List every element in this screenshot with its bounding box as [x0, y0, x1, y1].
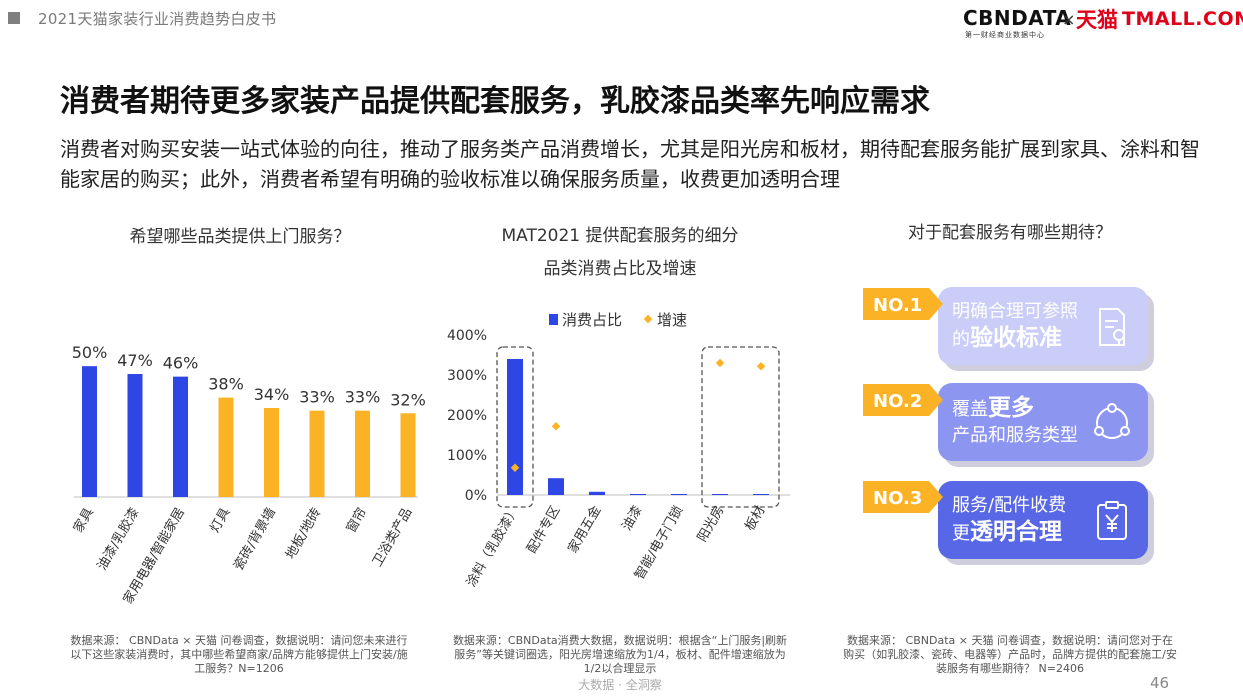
- chart1-bar: [264, 408, 279, 497]
- rank-tag-2-label: NO.2: [873, 391, 922, 412]
- chart2-bar: [507, 359, 523, 495]
- chart1-value-label: 38%: [208, 375, 244, 394]
- rank-tag-3: NO.3: [863, 481, 943, 513]
- footer-watermark: 大数据 · 全洞察: [578, 678, 662, 692]
- chart1-bar: [127, 374, 143, 497]
- chart1-bar: [309, 410, 325, 497]
- page-subtitle: 消费者对购买安装一站式体验的向往，推动了服务类产品消费增长，尤其是阳光房和板材，…: [60, 137, 1200, 191]
- chart1-value-label: 33%: [345, 388, 381, 407]
- chart2-category-label: 油漆: [619, 503, 646, 534]
- service-card-1: 明确合理可参照 的验收标准: [938, 287, 1148, 365]
- source-note-1: 数据来源： CBNData × 天猫 问卷调查，数据说明：请问您未来进行以下这些…: [70, 634, 408, 675]
- section-3-title: 对于配套服务有哪些期待？: [908, 223, 1112, 243]
- service-card-2: 覆盖更多 产品和服务类型: [938, 383, 1148, 461]
- clipboard-yen-icon: [1097, 501, 1127, 540]
- chart1-value-label: 46%: [163, 354, 199, 373]
- chart2-ytick-label: 400%: [447, 328, 487, 344]
- chart2-legend-bar-label: 消费占比: [562, 311, 622, 329]
- service-3-line1: 服务/配件收费: [952, 495, 1067, 516]
- service-2-bold: 更多: [988, 395, 1034, 421]
- chart2-legend-bar-swatch: [549, 314, 558, 325]
- tmall-logo-cn: 天猫: [1076, 8, 1118, 32]
- chart1-value-label: 50%: [72, 343, 108, 362]
- chart1-value-label: 32%: [390, 390, 426, 409]
- chart2-category-label: 家用五金: [565, 503, 605, 556]
- report-title: 2021天猫家装行业消费趋势白皮书: [38, 10, 277, 28]
- cbndata-logo: CBNDATA: [963, 6, 1072, 30]
- rank-tag-2: NO.2: [863, 384, 943, 416]
- service-1-prefix: 的: [952, 329, 970, 350]
- chart1-bar: [82, 366, 97, 497]
- chart1-value-label: 34%: [254, 385, 290, 404]
- chart1-bar: [173, 376, 188, 497]
- service-2-line2: 产品和服务类型: [952, 425, 1078, 446]
- chart2-bar: [671, 494, 687, 495]
- header-marker: [8, 12, 20, 24]
- section-2-title-line2: 品类消费占比及增速: [543, 259, 697, 279]
- cbndata-logo-subtitle: 第一财经商业数据中心: [965, 31, 1045, 39]
- section-2-title: MAT2021 提供配套服务的细分 品类消费占比及增速: [445, 220, 795, 286]
- chart2-bar: [712, 494, 728, 495]
- rank-tag-3-label: NO.3: [873, 488, 922, 509]
- service-1-line1: 明确合理可参照: [952, 301, 1078, 322]
- section-2-title-line1: MAT2021 提供配套服务的细分: [501, 226, 739, 246]
- chart2-category-label: 配件专区: [524, 504, 563, 557]
- rank-tag-1-label: NO.1: [873, 295, 922, 316]
- chart2-ytick-label: 0%: [465, 488, 487, 504]
- chart2-ytick-label: 100%: [447, 448, 487, 464]
- chart2-bar: [630, 494, 646, 495]
- chart1-category-label: 灯具: [207, 506, 233, 536]
- chart1-category-label: 窗帘: [343, 505, 370, 536]
- chart2-growth-point: [756, 361, 766, 371]
- page-number: 46: [1150, 674, 1170, 692]
- chart2-highlight-box: [496, 346, 534, 508]
- door-service-bar-chart: 50%家具47%油漆/乳胶漆46%家用电器/智能家居38%灯具34%瓷砖/背景墙…: [70, 343, 426, 607]
- chart2-category-label: 阳光房: [694, 503, 727, 545]
- chart1-category-label: 家具: [70, 505, 97, 536]
- chart1-category-label: 瓷砖/背景墙: [231, 506, 279, 574]
- chart1-bar: [355, 410, 370, 497]
- chart2-highlight-box: [701, 346, 780, 508]
- chart2-bar: [589, 491, 605, 495]
- chart1-bar: [218, 397, 234, 497]
- chart2-growth-point: [715, 358, 725, 368]
- chart2-category-label: 涂料（乳胶漆）: [463, 503, 522, 590]
- page-title: 消费者期待更多家装产品提供配套服务，乳胶漆品类率先响应需求: [60, 84, 930, 119]
- chart2-legend-point-label: 增速: [657, 311, 687, 329]
- chart1-value-label: 47%: [117, 351, 153, 370]
- chart1-category-label: 卫浴类产品: [370, 506, 415, 570]
- chart2-growth-point: [551, 421, 561, 431]
- source-note-2: 数据来源：CBNData消费大数据，数据说明：根据含“上门服务|刷新服务”等关键…: [452, 634, 788, 675]
- service-card-3: 服务/配件收费 更透明合理: [938, 481, 1148, 559]
- chart2-ytick-label: 300%: [447, 368, 487, 384]
- logo-separator: ×: [1062, 10, 1076, 29]
- rank-tag-1: NO.1: [863, 288, 943, 320]
- chart2-ytick-label: 200%: [447, 408, 487, 424]
- source-note-3: 数据来源： CBNData × 天猫 问卷调查，数据说明：请问您对于在购买（如乳…: [843, 634, 1177, 675]
- chart1-value-label: 33%: [299, 388, 335, 407]
- chart1-category-label: 地板/地砖: [283, 506, 324, 562]
- chart2-bar: [753, 494, 769, 495]
- chart2-category-label: 板材: [742, 504, 768, 534]
- service-1-bold: 验收标准: [970, 325, 1062, 351]
- service-3-bold: 透明合理: [970, 519, 1062, 545]
- service-category-chart: 0% 100% 200% 300% 400% 消费占比 增速涂料（乳胶漆） 配件专区 家用五金油…: [447, 311, 790, 590]
- chart2-legend-point-swatch: [643, 314, 653, 324]
- chart2-bar: [548, 478, 564, 495]
- service-3-prefix: 更: [952, 523, 970, 544]
- network-circle-icon: [1094, 403, 1130, 439]
- chart1-category-label: 油漆/乳胶漆: [94, 505, 143, 573]
- tmall-logo-en: TMALL.COM: [1122, 8, 1243, 30]
- chart1-bar: [400, 413, 416, 497]
- section-1-title: 希望哪些品类提供上门服务？: [129, 227, 351, 247]
- document-check-icon: [1099, 308, 1125, 346]
- service-2-prefix: 覆盖: [952, 399, 988, 420]
